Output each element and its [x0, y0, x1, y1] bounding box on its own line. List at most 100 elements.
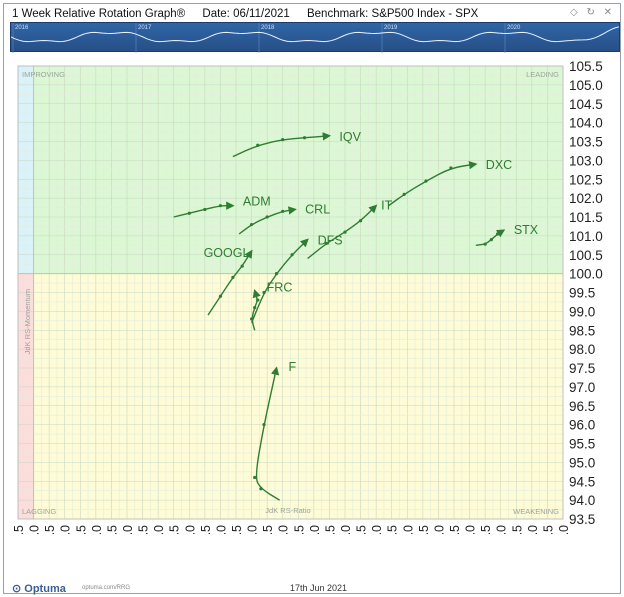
y-tick-label: 102.5	[569, 172, 603, 187]
y-tick-label: 96.5	[569, 399, 595, 414]
header-bar: 1 Week Relative Rotation Graph® Date: 06…	[12, 8, 492, 22]
series-label-dfs: DFS	[318, 234, 343, 248]
tail-point-stx	[489, 238, 493, 242]
quadrant-label-weakening: WEAKENING	[513, 507, 559, 516]
x-tick-label: 102.5	[105, 525, 119, 534]
x-tick-label: 106.0	[214, 525, 228, 534]
y-tick-label: 98.0	[569, 342, 595, 357]
x-tick-label: 108.0	[277, 525, 291, 534]
y-tick-label: 104.0	[569, 116, 603, 131]
x-tick-label: 107.5	[261, 525, 275, 534]
rrg-window: 1 Week Relative Rotation Graph® Date: 06…	[3, 3, 621, 595]
x-tick-label: 114.5	[479, 525, 493, 534]
tail-point-stx	[496, 232, 500, 236]
date-label: Date: 06/11/2021	[202, 8, 290, 20]
y-tick-label: 103.0	[569, 153, 603, 168]
x-tick-label: 112.0	[401, 525, 415, 534]
tail-point-iqv	[281, 138, 285, 142]
tail-adm	[173, 201, 235, 218]
tail-crl	[238, 206, 297, 235]
timeline-year-label: 2019	[384, 25, 398, 31]
optuma-url[interactable]: optuma.com/RRG	[82, 585, 131, 591]
tail-point-f	[253, 475, 257, 480]
x-tick-label: 100.5	[43, 525, 57, 534]
x-tick-label: 116.0	[526, 525, 540, 534]
y-tick-label: 105.0	[569, 78, 603, 93]
close-icon[interactable]: ✕	[603, 7, 612, 18]
x-tick-label: 113.5	[448, 525, 462, 534]
x-tick-label: 109.5	[323, 525, 337, 534]
x-tick-label: 112.5	[417, 525, 431, 534]
diamond-icon[interactable]: ◇	[569, 7, 578, 18]
tail-it	[307, 204, 378, 260]
y-tick-label: 98.5	[569, 323, 595, 338]
timeline-year-label: 2020	[507, 25, 521, 31]
x-tick-label: 102.0	[90, 525, 104, 534]
series-label-stx: STX	[514, 223, 539, 237]
timeline-line	[11, 23, 620, 53]
x-tick-label: 113.0	[432, 525, 446, 534]
refresh-icon[interactable]: ↻	[586, 7, 595, 18]
benchmark-label: Benchmark: S&P500 Index - SPX	[306, 8, 479, 20]
tail-point-dfs	[274, 272, 279, 276]
x-tick-label: 110.5	[355, 525, 369, 534]
tail-point-googl	[218, 294, 223, 298]
x-tick-label: 104.0	[152, 525, 166, 534]
tail-point-f	[262, 423, 266, 427]
series-label-f: F	[288, 360, 296, 374]
y-tick-label: 96.0	[569, 418, 595, 433]
tail-point-dxc	[424, 179, 428, 183]
y-tick-label: 94.0	[569, 493, 595, 508]
series-label-dxc: DXC	[486, 158, 512, 172]
x-tick-label: 104.5	[168, 525, 182, 534]
x-tick-label: 105.0	[183, 525, 197, 534]
y-tick-label: 93.5	[569, 512, 595, 527]
y-tick-label: 99.0	[569, 304, 595, 319]
timeline-year-label: 2016	[15, 25, 29, 31]
series-label-frc: FRC	[267, 281, 293, 295]
series-label-iqv: IQV	[339, 130, 361, 144]
tail-point-iqv	[302, 136, 307, 140]
y-tick-label: 101.0	[569, 229, 603, 244]
tail-point-it	[343, 230, 347, 234]
y-tick-label: 102.0	[569, 191, 603, 206]
x-tick-label: 114.0	[464, 525, 478, 534]
tail-point-it	[358, 219, 363, 223]
y-tick-label: 95.0	[569, 455, 595, 470]
tail-point-googl	[231, 275, 235, 279]
x-tick-label: 115.5	[510, 525, 524, 534]
timeline-price-line	[11, 26, 620, 43]
quadrant-label-lagging: LAGGING	[22, 507, 56, 516]
series-label-adm: ADM	[243, 195, 271, 209]
y-tick-label: 103.5	[569, 135, 603, 150]
header-icons: ◇ ↻ ✕	[564, 7, 612, 18]
rrg-chart: IMPROVING LEADING LAGGING WEAKENING JdK RS-R…	[12, 59, 603, 534]
x-tick-label: 106.5	[230, 525, 244, 534]
y-axis-title: JdK RS-Momentum	[23, 289, 32, 354]
rrg-plot: IMPROVING LEADING LAGGING WEAKENING JdK RS-R…	[10, 56, 620, 534]
y-tick-label: 94.5	[569, 474, 595, 489]
series-label-crl: CRL	[305, 202, 330, 216]
tail-point-adm	[203, 207, 207, 212]
y-tick-label: 104.5	[569, 97, 603, 112]
tail-point-dfs	[262, 290, 266, 295]
x-tick-label: 115.0	[495, 525, 509, 534]
tail-point-stx	[483, 242, 487, 246]
tail-dfs	[250, 238, 309, 323]
quadrant-label-leading: LEADING	[526, 70, 559, 79]
y-tick-label: 101.5	[569, 210, 603, 225]
tail-point-frc	[253, 306, 257, 310]
x-tick-label: 103.0	[121, 525, 135, 534]
x-tick-label: 107.0	[246, 525, 260, 534]
y-tick-label: 99.5	[569, 286, 595, 301]
y-tick-label: 100.0	[569, 267, 603, 282]
series-label-it: IT	[381, 199, 392, 213]
tail-point-googl	[240, 264, 244, 268]
timeline-year-label: 2017	[138, 25, 152, 31]
tail-point-adm	[187, 211, 191, 215]
x-tick-label: 111.0	[370, 525, 384, 534]
timeline-strip[interactable]: 201620172018201920202021	[10, 22, 620, 53]
x-tick-label: 109.0	[308, 525, 322, 534]
tail-point-adm	[218, 204, 223, 208]
tail-f	[255, 366, 280, 501]
